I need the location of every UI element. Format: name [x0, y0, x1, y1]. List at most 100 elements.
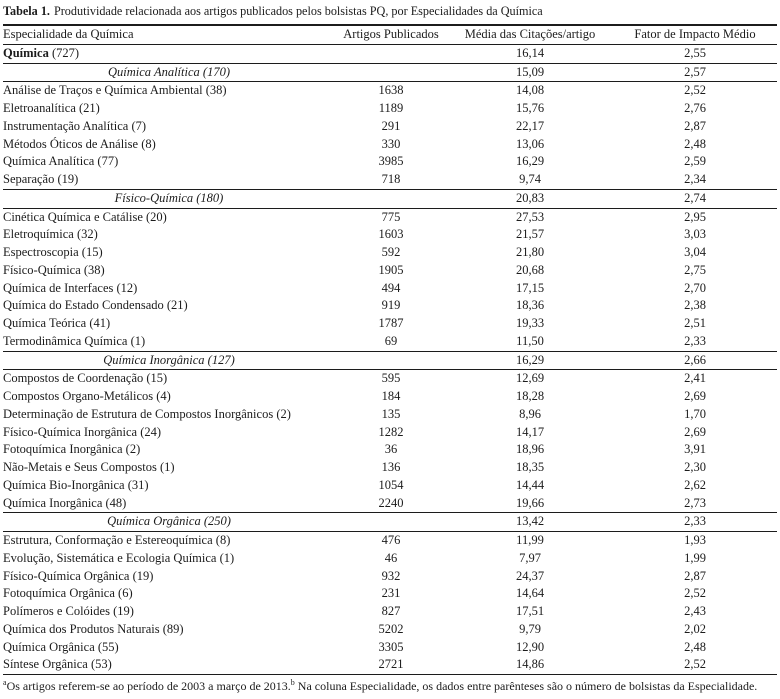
cell-fator-impacto: 2,51 [684, 316, 706, 330]
especialidade-name: Físico-Química [3, 262, 81, 277]
especialidade-name: Físico-Química Inorgânica [3, 424, 138, 439]
cell-artigos-publicados [335, 63, 447, 82]
cell-especialidade: Evolução, Sistemática e Ecologia Química… [3, 550, 235, 565]
cell-artigos-publicados: 231 [381, 586, 401, 601]
cell-artigos-publicados: 775 [381, 209, 401, 224]
cell-artigos-publicados: 494 [381, 280, 401, 295]
table-row: Cinética Química e Catálise (20) 775 27,53… [3, 208, 777, 226]
col-header-artigos-publicados: Artigos Publicados [343, 27, 439, 41]
table-row: Química do Estado Condensado (21) 919 18,3… [3, 297, 777, 315]
cell-artigos-publicados: 1638 [378, 83, 404, 98]
table-row: Química Inorgânica (48) 2240 19,66 2,73 [3, 495, 777, 513]
especialidade-name: Separação [3, 172, 55, 186]
table-row: Síntese Orgânica (53) 2721 14,86 2,52 [3, 656, 777, 674]
table-row: Compostos Organo-Metálicos (4) 184 18,28 2,… [3, 388, 777, 406]
cell-artigos-publicados: 932 [381, 568, 401, 583]
cell-especialidade: Não-Metais e Seus Compostos (1) [3, 460, 175, 474]
cell-fator-impacto: 2,34 [684, 172, 706, 186]
table-row: Instrumentação Analítica (7) 291 22,17 2,87 [3, 118, 777, 136]
cell-fator-impacto: 2,75 [684, 262, 706, 277]
cell-media-citacoes: 12,90 [515, 639, 545, 654]
cell-especialidade: Físico-Química Inorgânica (24) [3, 424, 162, 439]
table-row: Química Teórica (41) 1787 19,33 2,51 [3, 315, 777, 333]
cell-especialidade: Química Bio-Inorgânica (31) [3, 477, 149, 492]
table-body: Química (727) 16,14 2,55 Química Analítica … [3, 44, 777, 674]
table-row: Termodinâmica Química (1) 69 11,50 2,33 [3, 333, 777, 351]
cell-especialidade: Eletroanalítica (21) [3, 101, 100, 115]
especialidade-name: Determinação de Estrutura de Compostos I… [3, 406, 274, 421]
cell-media-citacoes: 17,51 [515, 604, 545, 618]
cell-media-citacoes: 18,96 [515, 442, 545, 457]
table-row: Polímeros e Colóides (19) 827 17,51 2,43 [3, 603, 777, 621]
table-caption-label: Tabela 1. [3, 4, 50, 18]
cell-media-citacoes: 27,53 [515, 209, 545, 224]
especialidade-name: Síntese Orgânica [3, 657, 88, 672]
cell-artigos-publicados: 184 [381, 389, 401, 403]
especialidade-name: Química Teórica [3, 316, 87, 330]
cell-media-citacoes: 20,83 [515, 190, 545, 205]
especialidade-name: Eletroquímica [3, 227, 74, 242]
especialidade-name: Não-Metais e Seus Compostos [3, 460, 157, 474]
cell-fator-impacto: 2,52 [684, 657, 706, 672]
cell-artigos-publicados: 718 [381, 172, 401, 186]
cell-artigos-publicados: 595 [381, 371, 401, 386]
cell-artigos-publicados: 1787 [378, 316, 404, 330]
table-row: Métodos Óticos de Análise (8) 330 13,06 2,4… [3, 136, 777, 154]
cell-media-citacoes: 9,79 [519, 621, 541, 636]
table-row: Estrutura, Conformação e Estereoquímica … [3, 532, 777, 550]
especialidade-name: Química Analítica [3, 154, 95, 169]
cell-media-citacoes: 18,35 [515, 460, 545, 474]
cell-media-citacoes: 21,57 [515, 227, 545, 242]
cell-fator-impacto: 2,43 [684, 604, 706, 618]
especialidade-name: Química Orgânica [3, 639, 95, 654]
cell-especialidade: Determinação de Estrutura de Compostos I… [3, 406, 291, 421]
especialidade-name: Química dos Produtos Naturais [3, 621, 160, 636]
especialidade-name: Termodinâmica Química [3, 333, 128, 348]
cell-artigos-publicados: 330 [381, 136, 401, 151]
cell-media-citacoes: 21,80 [515, 245, 545, 259]
cell-media-citacoes: 15,09 [515, 64, 545, 79]
cell-fator-impacto: 2,69 [684, 424, 706, 439]
especialidade-name: Química [3, 45, 49, 60]
table-row: Físico-Química Orgânica (19) 932 24,37 2,87 [3, 568, 777, 586]
col-header-fator-impacto: Fator de Impacto Médio [634, 27, 756, 41]
cell-especialidade: Estrutura, Conformação e Estereoquímica … [3, 533, 231, 547]
especialidade-name: Métodos Óticos de Análise [3, 136, 139, 151]
cell-fator-impacto: 2,52 [684, 83, 706, 98]
cell-media-citacoes: 12,69 [515, 371, 545, 386]
col-header-especialidade: Especialidade da Química [3, 27, 134, 41]
cell-media-citacoes: 9,74 [519, 172, 541, 186]
cell-fator-impacto: 2,52 [684, 586, 706, 601]
cell-fator-impacto: 2,73 [684, 495, 706, 510]
table-row: Química de Interfaces (12) 494 17,15 2,70 [3, 280, 777, 298]
cell-fator-impacto: 2,48 [684, 639, 706, 654]
cell-artigos-publicados: 1189 [378, 101, 404, 115]
cell-especialidade: Síntese Orgânica (53) [3, 657, 112, 672]
cell-fator-impacto: 2,66 [684, 352, 706, 367]
cell-especialidade: Análise de Traços e Química Ambiental (3… [3, 83, 227, 98]
table-row: Não-Metais e Seus Compostos (1) 136 18,35 2… [3, 459, 777, 477]
cell-artigos-publicados: 919 [381, 298, 401, 313]
cell-especialidade: Compostos Organo-Metálicos (4) [3, 389, 171, 403]
especialidade-name: Química Bio-Inorgânica [3, 477, 125, 492]
cell-fator-impacto: 2,30 [684, 460, 706, 474]
especialidade-name: Fotoquímica Orgânica [3, 586, 115, 601]
table-row: Físico-Química Inorgânica (24) 1282 14,17 2… [3, 424, 777, 442]
table-row: Fotoquímica Inorgânica (2) 36 18,96 3,91 [3, 441, 777, 459]
cell-media-citacoes: 19,33 [515, 316, 545, 330]
cell-fator-impacto: 2,87 [684, 568, 706, 583]
especialidade-name: Espectroscopia [3, 245, 79, 259]
cell-fator-impacto: 3,04 [684, 245, 706, 259]
cell-fator-impacto: 2,38 [684, 298, 706, 313]
cell-media-citacoes: 13,42 [515, 514, 545, 529]
cell-artigos-publicados: 592 [381, 245, 401, 259]
cell-artigos-publicados: 136 [381, 460, 401, 474]
cell-media-citacoes: 24,37 [515, 568, 545, 583]
especialidade-name: Análise de Traços e Química Ambiental [3, 83, 203, 98]
cell-especialidade: Química do Estado Condensado (21) [3, 298, 188, 313]
cell-fator-impacto: 1,99 [684, 550, 706, 565]
cell-artigos-publicados [335, 351, 447, 370]
cell-especialidade: Química dos Produtos Naturais (89) [3, 621, 184, 636]
cell-especialidade: Química de Interfaces (12) [3, 280, 138, 295]
cell-fator-impacto: 2,69 [684, 389, 706, 403]
